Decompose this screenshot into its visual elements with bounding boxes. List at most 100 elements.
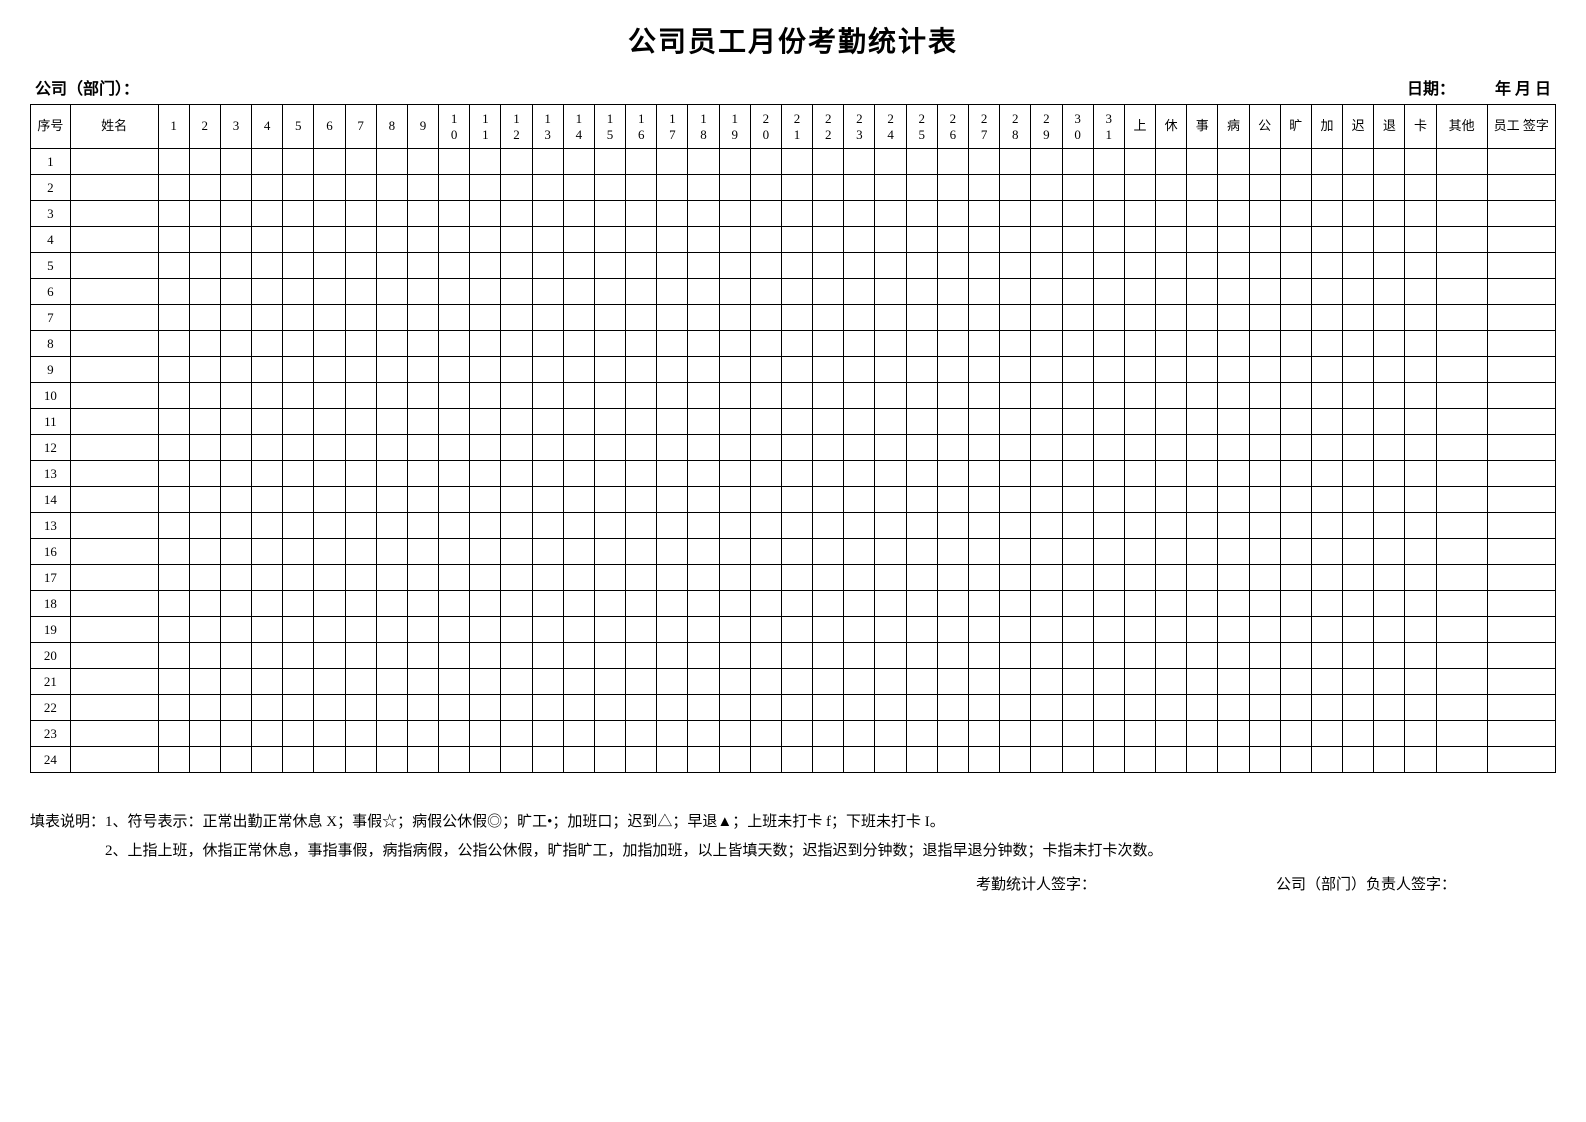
table-cell: 9 [31, 357, 71, 383]
col-summary-header-5: 旷 [1280, 105, 1311, 149]
table-cell [875, 149, 906, 175]
table-cell [563, 409, 594, 435]
table-cell [283, 149, 314, 175]
table-cell [1249, 487, 1280, 513]
table-cell [813, 253, 844, 279]
table-cell [1093, 149, 1124, 175]
table-cell [1280, 253, 1311, 279]
table-cell [189, 149, 220, 175]
table-cell [1343, 591, 1374, 617]
table-cell [220, 695, 251, 721]
table-cell [532, 669, 563, 695]
table-cell [1436, 591, 1487, 617]
table-cell [1405, 591, 1436, 617]
table-cell [189, 201, 220, 227]
table-cell [1218, 305, 1249, 331]
table-cell [688, 669, 719, 695]
table-cell [189, 487, 220, 513]
table-cell [719, 487, 750, 513]
table-cell [189, 461, 220, 487]
table-cell [70, 643, 158, 669]
table-cell [1031, 591, 1062, 617]
table-cell [501, 279, 532, 305]
table-cell [906, 591, 937, 617]
table-cell [1280, 149, 1311, 175]
table-cell [1218, 591, 1249, 617]
table-cell [813, 279, 844, 305]
table-cell [719, 461, 750, 487]
table-cell [906, 487, 937, 513]
table-cell [1405, 383, 1436, 409]
table-cell [906, 565, 937, 591]
table-cell [252, 279, 283, 305]
table-cell [1343, 201, 1374, 227]
table-cell [407, 721, 438, 747]
table-cell [220, 227, 251, 253]
table-cell [626, 253, 657, 279]
table-cell [1093, 435, 1124, 461]
table-cell [1000, 643, 1031, 669]
table-cell [1156, 409, 1187, 435]
table-cell [594, 435, 625, 461]
table-cell: 7 [31, 305, 71, 331]
table-cell [1156, 253, 1187, 279]
table-cell [1311, 253, 1342, 279]
table-cell [937, 565, 968, 591]
table-cell [750, 461, 781, 487]
table-cell [158, 331, 189, 357]
table-cell [1187, 175, 1218, 201]
table-cell [969, 227, 1000, 253]
table-cell [1311, 279, 1342, 305]
table-cell [688, 253, 719, 279]
table-cell [220, 669, 251, 695]
table-cell [813, 695, 844, 721]
table-cell [1405, 149, 1436, 175]
table-cell [969, 383, 1000, 409]
table-cell [345, 539, 376, 565]
table-row: 3 [31, 201, 1556, 227]
table-cell [1487, 461, 1555, 487]
table-cell [1280, 721, 1311, 747]
table-cell [1405, 539, 1436, 565]
table-cell [1249, 175, 1280, 201]
table-cell [283, 331, 314, 357]
table-cell [1124, 409, 1155, 435]
table-cell [501, 227, 532, 253]
table-cell [345, 305, 376, 331]
table-row: 24 [31, 747, 1556, 773]
table-cell [189, 435, 220, 461]
table-cell [1436, 617, 1487, 643]
table-cell [1311, 149, 1342, 175]
table-cell [844, 591, 875, 617]
table-cell [750, 747, 781, 773]
table-cell [70, 669, 158, 695]
table-cell [158, 669, 189, 695]
table-cell [439, 305, 470, 331]
table-cell [189, 565, 220, 591]
table-cell [220, 617, 251, 643]
table-cell [1093, 409, 1124, 435]
table-cell [252, 357, 283, 383]
table-cell [470, 383, 501, 409]
table-cell [1218, 253, 1249, 279]
table-cell [813, 357, 844, 383]
table-cell [220, 747, 251, 773]
table-cell [1156, 227, 1187, 253]
table-cell [937, 305, 968, 331]
page-title: 公司员工月份考勤统计表 [30, 20, 1556, 60]
table-cell [1436, 643, 1487, 669]
table-cell [906, 435, 937, 461]
table-cell [439, 747, 470, 773]
table-cell [1124, 617, 1155, 643]
table-cell [906, 331, 937, 357]
table-cell [1343, 305, 1374, 331]
table-cell [1062, 331, 1093, 357]
table-cell [220, 513, 251, 539]
table-cell [969, 305, 1000, 331]
table-cell [781, 409, 812, 435]
table-cell [283, 565, 314, 591]
table-cell [688, 695, 719, 721]
table-cell [70, 513, 158, 539]
table-cell [1031, 383, 1062, 409]
table-cell [781, 669, 812, 695]
